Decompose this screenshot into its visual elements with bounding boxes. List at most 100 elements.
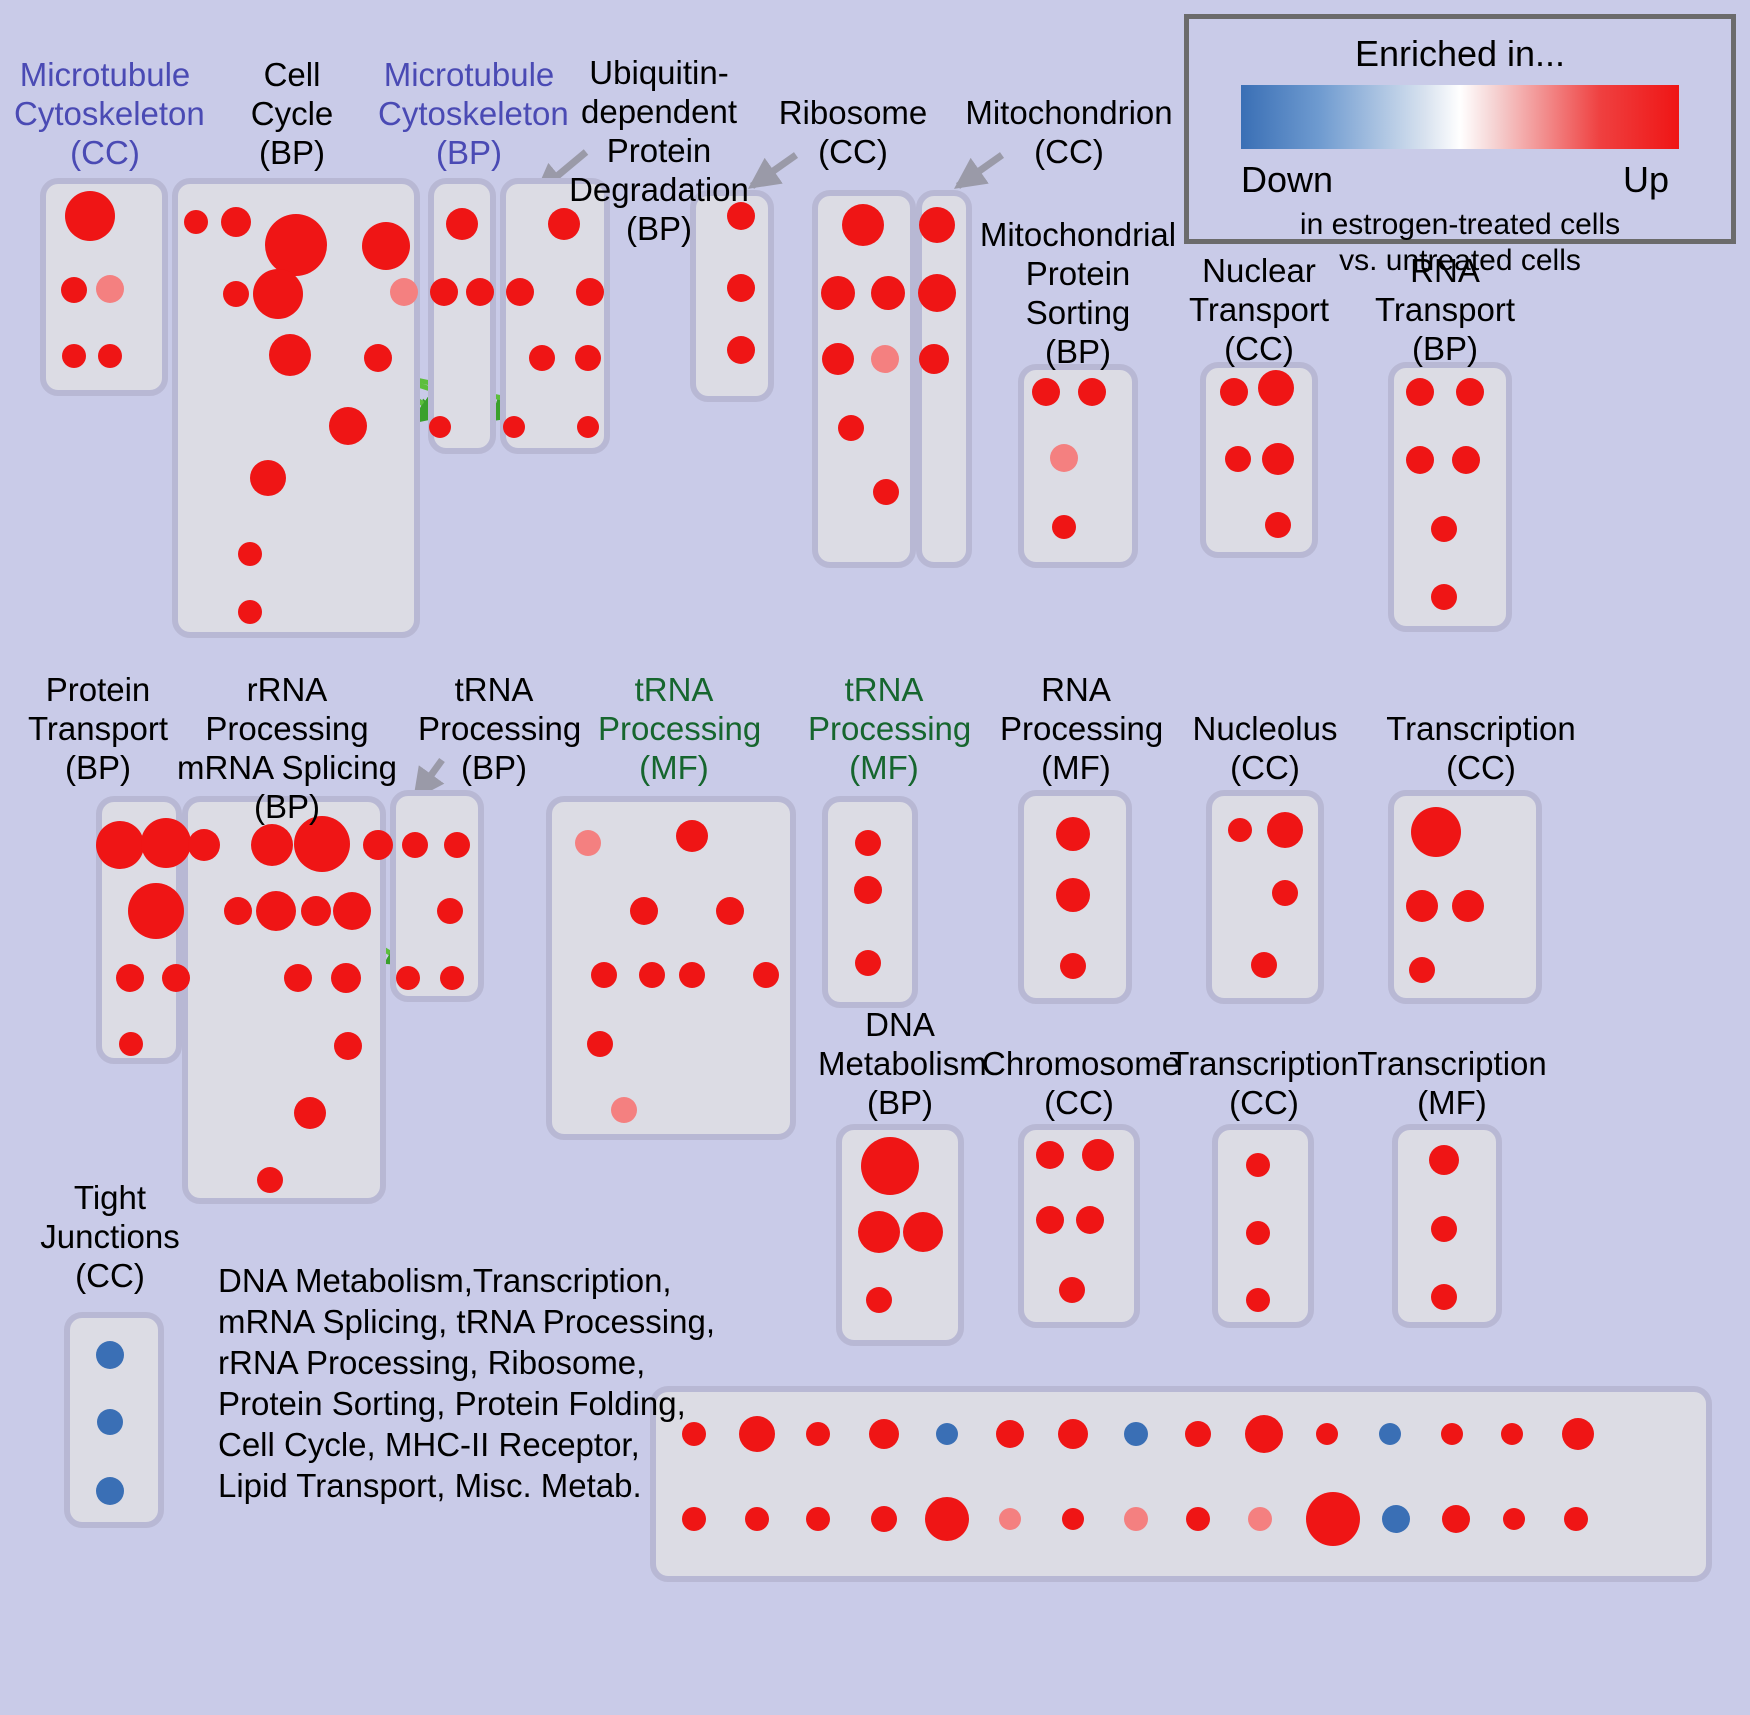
go-term-node[interactable] — [1406, 446, 1434, 474]
go-term-node[interactable] — [390, 278, 418, 306]
go-term-node[interactable] — [506, 278, 534, 306]
go-term-node[interactable] — [727, 336, 755, 364]
cluster-box-ribosome-cc-2[interactable] — [812, 190, 916, 568]
go-term-node[interactable] — [334, 1032, 362, 1060]
go-term-node[interactable] — [871, 345, 899, 373]
go-term-node[interactable] — [1382, 1505, 1410, 1533]
go-term-node[interactable] — [861, 1137, 919, 1195]
go-term-node[interactable] — [903, 1212, 943, 1252]
go-term-node[interactable] — [250, 460, 286, 496]
go-term-node[interactable] — [364, 344, 392, 372]
go-term-node[interactable] — [822, 343, 854, 375]
go-term-node[interactable] — [1246, 1221, 1270, 1245]
go-term-node[interactable] — [444, 832, 470, 858]
go-term-node[interactable] — [591, 962, 617, 988]
cluster-box-rrna-mrna-splicing-bp[interactable] — [182, 796, 386, 1204]
go-term-node[interactable] — [806, 1507, 830, 1531]
go-term-node[interactable] — [294, 816, 350, 872]
go-term-node[interactable] — [1456, 378, 1484, 406]
go-term-node[interactable] — [716, 897, 744, 925]
go-term-node[interactable] — [256, 891, 296, 931]
go-term-node[interactable] — [362, 222, 410, 270]
go-term-node[interactable] — [1442, 1505, 1470, 1533]
go-term-node[interactable] — [919, 344, 949, 374]
go-term-node[interactable] — [1076, 1206, 1104, 1234]
go-term-node[interactable] — [576, 278, 604, 306]
go-term-node[interactable] — [873, 479, 899, 505]
go-term-node[interactable] — [682, 1507, 706, 1531]
go-term-node[interactable] — [238, 600, 262, 624]
go-term-node[interactable] — [1452, 446, 1480, 474]
go-term-node[interactable] — [1050, 444, 1078, 472]
go-term-node[interactable] — [999, 1508, 1021, 1530]
go-term-node[interactable] — [1272, 880, 1298, 906]
go-term-node[interactable] — [1411, 807, 1461, 857]
go-term-node[interactable] — [1246, 1153, 1270, 1177]
go-term-node[interactable] — [871, 1506, 897, 1532]
go-term-node[interactable] — [739, 1416, 775, 1452]
go-term-node[interactable] — [1052, 515, 1076, 539]
go-term-node[interactable] — [440, 966, 464, 990]
go-term-node[interactable] — [1124, 1507, 1148, 1531]
go-term-node[interactable] — [402, 832, 428, 858]
go-term-node[interactable] — [1406, 890, 1438, 922]
go-term-node[interactable] — [62, 344, 86, 368]
go-term-node[interactable] — [119, 1032, 143, 1056]
go-term-node[interactable] — [996, 1420, 1024, 1448]
go-term-node[interactable] — [1379, 1423, 1401, 1445]
go-term-node[interactable] — [284, 964, 312, 992]
go-term-node[interactable] — [238, 542, 262, 566]
go-term-node[interactable] — [1262, 443, 1294, 475]
go-term-node[interactable] — [265, 214, 327, 276]
go-term-node[interactable] — [116, 964, 144, 992]
go-term-node[interactable] — [1058, 1419, 1088, 1449]
go-term-node[interactable] — [188, 829, 220, 861]
go-term-node[interactable] — [727, 202, 755, 230]
cluster-box-mitochondrion-cc[interactable] — [916, 190, 972, 568]
go-term-node[interactable] — [430, 278, 458, 306]
go-term-node[interactable] — [396, 966, 420, 990]
go-term-node[interactable] — [61, 277, 87, 303]
go-term-node[interactable] — [1036, 1141, 1064, 1169]
go-term-node[interactable] — [1431, 516, 1457, 542]
go-term-node[interactable] — [1060, 953, 1086, 979]
go-term-node[interactable] — [294, 1097, 326, 1129]
go-term-node[interactable] — [96, 821, 144, 869]
go-term-node[interactable] — [253, 269, 303, 319]
go-term-node[interactable] — [1225, 446, 1251, 472]
go-term-node[interactable] — [1078, 378, 1106, 406]
cluster-box-nucleolus-cc[interactable] — [1206, 790, 1324, 1004]
go-term-node[interactable] — [466, 278, 494, 306]
go-term-node[interactable] — [1248, 1507, 1272, 1531]
go-term-node[interactable] — [587, 1031, 613, 1057]
go-term-node[interactable] — [98, 344, 122, 368]
go-term-node[interactable] — [162, 964, 190, 992]
go-term-node[interactable] — [854, 876, 882, 904]
go-term-node[interactable] — [679, 962, 705, 988]
go-term-node[interactable] — [1082, 1139, 1114, 1171]
go-term-node[interactable] — [141, 818, 191, 868]
go-term-node[interactable] — [1409, 957, 1435, 983]
go-term-node[interactable] — [842, 204, 884, 246]
go-term-node[interactable] — [866, 1287, 892, 1313]
go-term-node[interactable] — [753, 962, 779, 988]
go-term-node[interactable] — [630, 897, 658, 925]
go-term-node[interactable] — [224, 897, 252, 925]
go-term-node[interactable] — [1228, 818, 1252, 842]
go-term-node[interactable] — [257, 1167, 283, 1193]
go-term-node[interactable] — [1258, 370, 1294, 406]
go-term-node[interactable] — [1062, 1508, 1084, 1530]
go-term-node[interactable] — [936, 1423, 958, 1445]
go-term-node[interactable] — [429, 416, 451, 438]
go-term-node[interactable] — [65, 191, 115, 241]
go-term-node[interactable] — [221, 207, 251, 237]
go-term-node[interactable] — [1036, 1206, 1064, 1234]
go-term-node[interactable] — [727, 274, 755, 302]
go-term-node[interactable] — [96, 1341, 124, 1369]
go-term-node[interactable] — [97, 1409, 123, 1435]
go-term-node[interactable] — [437, 898, 463, 924]
go-term-node[interactable] — [96, 275, 124, 303]
go-term-node[interactable] — [676, 820, 708, 852]
go-term-node[interactable] — [251, 824, 293, 866]
go-term-node[interactable] — [1186, 1507, 1210, 1531]
